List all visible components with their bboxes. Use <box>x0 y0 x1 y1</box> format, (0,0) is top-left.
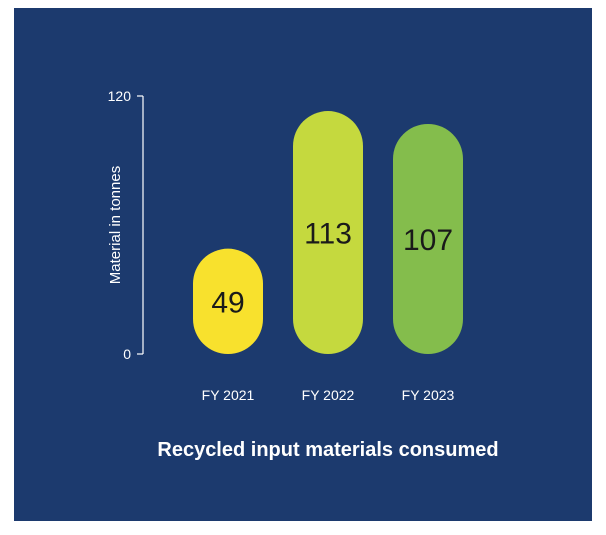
bar-fy-2022 <box>293 111 363 354</box>
y-axis-title: Material in tonnes <box>107 166 124 284</box>
y-tick-label-min: 0 <box>123 346 131 362</box>
bar-value-label: 107 <box>403 224 453 257</box>
y-tick-label-max: 120 <box>108 88 132 104</box>
bars-group: 49 FY 2021 113 FY 2022 107 FY 2023 <box>193 111 463 403</box>
x-category-label: FY 2022 <box>302 387 355 403</box>
x-category-label: FY 2021 <box>202 387 255 403</box>
chart-title: Recycled input materials consumed <box>157 439 498 461</box>
bar-value-label: 49 <box>211 286 244 319</box>
bar-fy-2023 <box>393 123 463 354</box>
bar-fy-2021 <box>193 248 263 354</box>
x-category-label: FY 2023 <box>402 387 455 403</box>
bar-value-label: 113 <box>304 218 352 251</box>
